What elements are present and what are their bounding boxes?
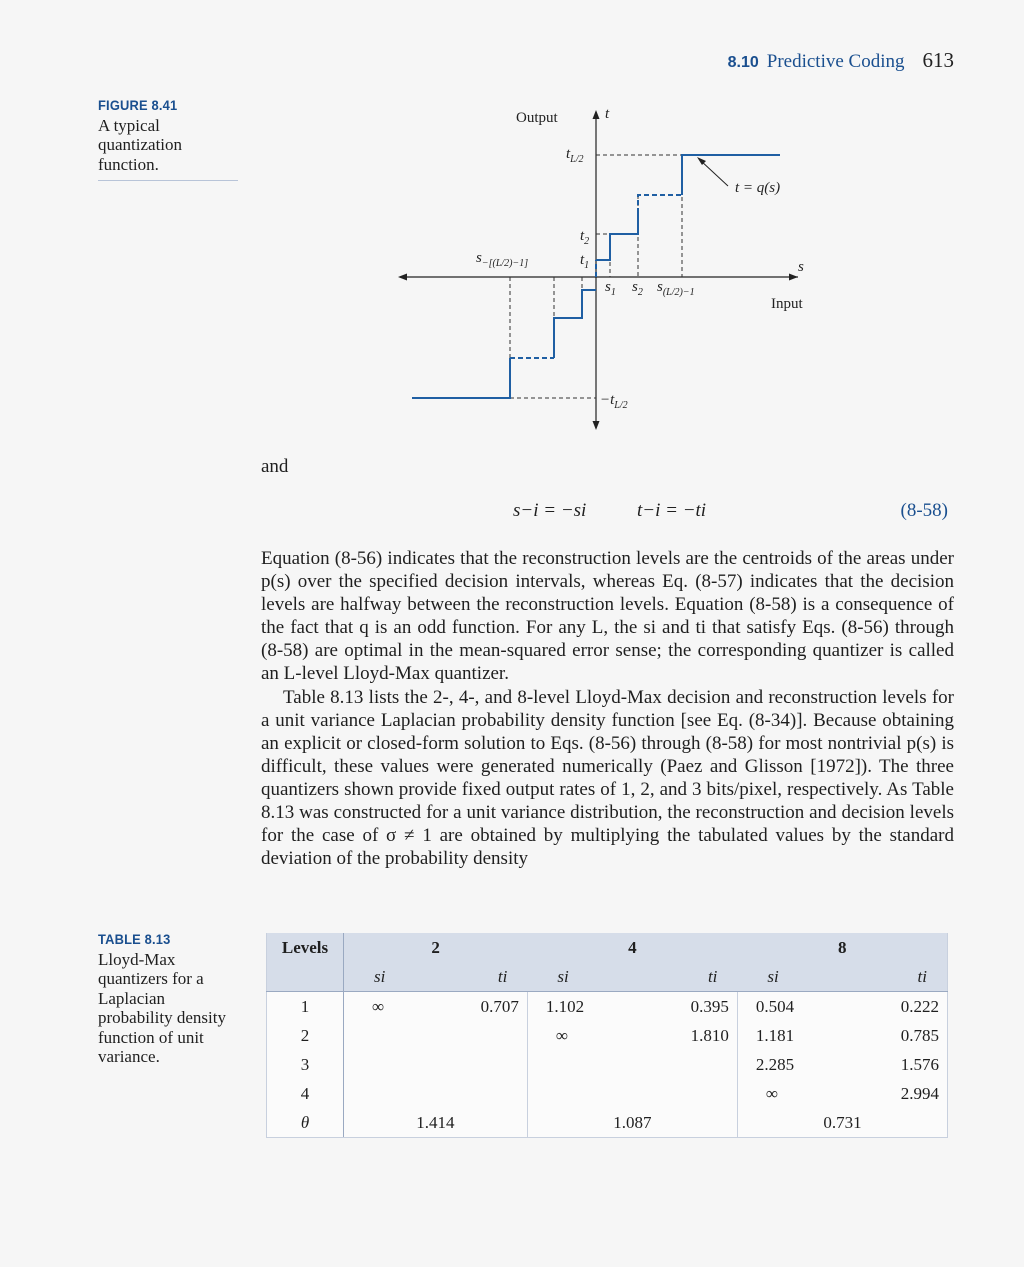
t-cell: 1.576 xyxy=(851,1050,948,1079)
function-label: t = q(s) xyxy=(735,180,780,196)
s-header-8: si xyxy=(737,963,852,992)
sL2m1-label: s(L/2)−1 xyxy=(657,279,695,298)
table-label: TABLE 8.13 xyxy=(98,931,171,947)
s-cell: 1.102 xyxy=(527,991,642,1021)
s-cell xyxy=(343,1050,432,1079)
t-cell xyxy=(431,1079,528,1108)
s-cell xyxy=(527,1050,642,1079)
t-cell: 2.994 xyxy=(851,1079,948,1108)
s-cell xyxy=(343,1021,432,1050)
t-axis-label: t xyxy=(605,106,610,122)
input-label: Input xyxy=(771,296,803,312)
t-axis-arrow-down xyxy=(592,421,600,430)
theta-cell: 0.731 xyxy=(737,1108,948,1138)
lloyd-max-table: Levels 2 4 8 si ti si ti si ti 1 ∞ 0.707… xyxy=(266,933,948,1138)
theta-cell: 1.414 xyxy=(343,1108,528,1138)
group-header-2: 2 xyxy=(343,933,528,963)
tL2-label: tL/2 xyxy=(566,146,584,165)
level-cell: 4 xyxy=(266,1079,344,1108)
caption-rule xyxy=(98,180,238,181)
table-caption: TABLE 8.13 Lloyd-Max quantizers for a La… xyxy=(98,930,238,1067)
s2-label: s2 xyxy=(632,279,643,298)
table-row: 4 ∞ 2.994 xyxy=(266,1079,948,1108)
t-cell: 1.810 xyxy=(641,1021,738,1050)
function-pointer xyxy=(699,159,729,187)
group-header-4: 4 xyxy=(527,933,738,963)
t-cell: 0.395 xyxy=(641,991,738,1021)
table-row: 3 2.285 1.576 xyxy=(266,1050,948,1079)
level-cell: 2 xyxy=(266,1021,344,1050)
figure-label: FIGURE 8.41 xyxy=(98,97,178,113)
paragraph-1: Equation (8-56) indicates that the recon… xyxy=(261,548,954,685)
t-cell: 0.707 xyxy=(431,991,528,1021)
table-row: 2 ∞ 1.810 1.181 0.785 xyxy=(266,1021,948,1050)
t-cell: 0.785 xyxy=(851,1021,948,1050)
running-head: 8.10 Predictive Coding 613 xyxy=(728,48,954,73)
levels-header: Levels xyxy=(266,933,344,963)
t-header-2: ti xyxy=(431,963,528,992)
table-caption-text: Lloyd-Max quantizers for a Laplacian pro… xyxy=(98,949,226,1067)
s-cell: 2.285 xyxy=(737,1050,852,1079)
table-subheader-row: si ti si ti si ti xyxy=(266,963,948,992)
equation-8-58: s−i = −si t−i = −ti (8-58) xyxy=(261,500,954,526)
neg-tL2-label: −tL/2 xyxy=(600,392,628,411)
stair-upper xyxy=(596,213,639,261)
s1-label: s1 xyxy=(605,279,616,298)
t1-label: t1 xyxy=(580,252,589,271)
s-cell: 1.181 xyxy=(737,1021,852,1050)
table-header-row: Levels 2 4 8 xyxy=(266,933,948,963)
equation-left: s−i = −si xyxy=(513,500,587,521)
body-paragraphs: Equation (8-56) indicates that the recon… xyxy=(261,547,954,870)
empty-subheader xyxy=(266,963,344,992)
t-cell xyxy=(641,1079,738,1108)
table-row: 1 ∞ 0.707 1.102 0.395 0.504 0.222 xyxy=(266,991,948,1021)
s-cell: ∞ xyxy=(527,1021,642,1050)
sneg-label: s−[(L/2)−1] xyxy=(476,250,528,269)
function-pointer-head xyxy=(697,157,706,165)
equation-number: (8-58) xyxy=(900,500,948,521)
s-cell xyxy=(527,1079,642,1108)
t-cell xyxy=(641,1050,738,1079)
s-axis-label: s xyxy=(798,259,804,275)
stair-bottom xyxy=(412,358,511,399)
stair-dashed-upper xyxy=(637,194,682,213)
paragraph-2: Table 8.13 lists the 2-, 4-, and 8-level… xyxy=(261,686,954,870)
output-label: Output xyxy=(516,110,559,126)
t-cell xyxy=(431,1021,528,1050)
s-axis-arrow-right xyxy=(789,273,798,281)
staircase-dashed xyxy=(510,194,682,359)
group-header-8: 8 xyxy=(737,933,948,963)
stair-top xyxy=(681,154,780,195)
section-number: 8.10 xyxy=(727,54,759,71)
s-cell: 0.504 xyxy=(737,991,852,1021)
figure-caption-text: A typical quantization function. xyxy=(98,115,183,174)
quantization-function-figure: Output t Input s tL/2 t2 t1 −tL/2 s1 s2 … xyxy=(398,106,804,430)
theta-row: θ 1.414 1.087 0.731 xyxy=(266,1108,948,1138)
stair-lower xyxy=(553,289,596,358)
s-cell: ∞ xyxy=(343,991,432,1021)
t-cell xyxy=(431,1050,528,1079)
level-cell: 1 xyxy=(266,991,344,1021)
level-cell: 3 xyxy=(266,1050,344,1079)
t-axis-arrow-up xyxy=(592,110,600,119)
and-text: and xyxy=(261,456,289,477)
t-header-4: ti xyxy=(641,963,738,992)
section-title: Predictive Coding xyxy=(766,51,905,72)
staircase xyxy=(412,154,780,399)
theta-label: θ xyxy=(266,1108,344,1138)
t2-label: t2 xyxy=(580,228,589,247)
t-cell: 0.222 xyxy=(851,991,948,1021)
s-axis-arrow-left xyxy=(398,273,407,281)
s-cell: ∞ xyxy=(737,1079,852,1108)
s-cell xyxy=(343,1079,432,1108)
s-header-2: si xyxy=(343,963,432,992)
page-number: 613 xyxy=(922,48,955,72)
figure-caption: FIGURE 8.41 A typical quantization funct… xyxy=(98,96,238,181)
t-header-8: ti xyxy=(851,963,948,992)
theta-cell: 1.087 xyxy=(527,1108,738,1138)
equation-right: t−i = −ti xyxy=(637,500,707,521)
s-header-4: si xyxy=(527,963,642,992)
